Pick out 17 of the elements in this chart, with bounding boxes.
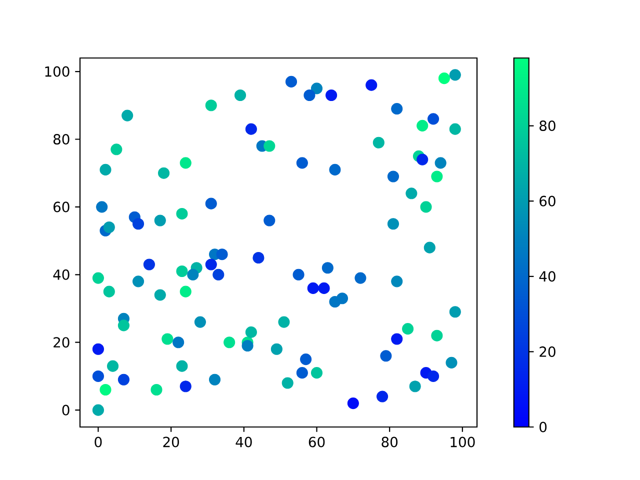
color-bar-label: 0: [540, 422, 547, 432]
x-tick-label: 40: [236, 436, 252, 448]
y-tick-label: 80: [53, 134, 70, 144]
y-tick-label: 60: [54, 202, 70, 212]
x-tick-label: 80: [382, 436, 398, 448]
color-bar-label: 80: [540, 120, 556, 132]
y-tick-label: 20: [54, 337, 70, 348]
x-tick-label: 20: [163, 436, 179, 448]
color-bar-label: 20: [540, 346, 556, 357]
y-tick-label: 100: [45, 66, 70, 77]
color-bar-label: 60: [540, 196, 556, 206]
color-bar-label: 40: [539, 271, 556, 282]
x-tick-label: 60: [308, 436, 325, 448]
x-tick-label: 0: [94, 436, 102, 448]
y-tick-label: 40: [53, 269, 70, 280]
y-tick-label: 0: [62, 404, 70, 416]
x-tick-label: 100: [450, 436, 475, 448]
